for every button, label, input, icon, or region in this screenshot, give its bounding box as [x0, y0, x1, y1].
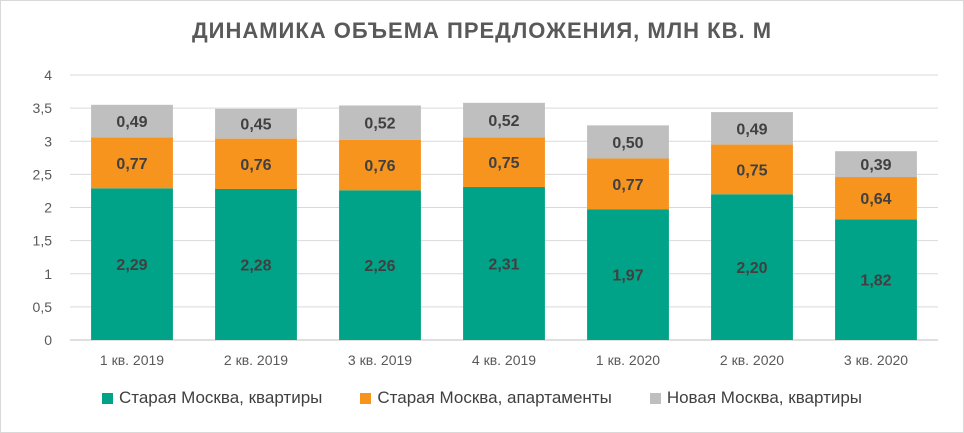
legend-label: Старая Москва, квартиры	[118, 388, 323, 407]
bar-segment	[463, 102, 545, 138]
legend-swatch	[649, 392, 661, 404]
data-label: 0,52	[488, 113, 519, 130]
data-label: 0,49	[116, 114, 147, 131]
x-tick-label: 2 кв. 2020	[720, 352, 784, 368]
x-tick-label: 2 кв. 2019	[224, 352, 288, 368]
x-tick-label: 1 кв. 2020	[596, 352, 660, 368]
data-label: 0,39	[860, 157, 891, 174]
bar-segment	[835, 151, 917, 178]
bar-segment	[711, 144, 793, 195]
bar-segment	[587, 125, 669, 159]
legend-swatch	[101, 392, 113, 404]
legend-swatch	[360, 392, 372, 404]
y-tick-label: 1	[44, 266, 52, 282]
y-tick-label: 1,5	[33, 233, 53, 249]
legend-item: Старая Москва, апартаменты	[360, 388, 612, 408]
x-tick-label: 4 кв. 2019	[472, 352, 536, 368]
bar-segment	[835, 177, 917, 220]
bar-segment	[463, 186, 545, 340]
y-tick-label: 2	[44, 200, 52, 216]
bar-segment	[463, 137, 545, 187]
data-label: 1,82	[860, 273, 891, 290]
y-tick-label: 3	[44, 133, 52, 149]
x-tick-label: 3 кв. 2019	[348, 352, 412, 368]
data-label: 0,64	[860, 191, 891, 208]
legend: Старая Москва, квартиры Старая Москва, ап…	[0, 388, 964, 408]
x-tick-label: 1 кв. 2019	[100, 352, 164, 368]
bar-segment	[215, 138, 297, 189]
data-label: 2,28	[240, 257, 271, 274]
bars	[91, 102, 917, 340]
legend-label: Новая Москва, квартиры	[666, 388, 863, 407]
bar-segment	[215, 188, 297, 340]
data-label: 2,26	[364, 258, 395, 275]
y-axis-ticks: 0 0,5 1 1,5 2 2,5 3 3,5 4	[33, 67, 53, 348]
bar-segment	[711, 112, 793, 145]
data-label: 0,75	[488, 155, 519, 172]
bar-segment	[91, 104, 173, 138]
data-label: 0,77	[612, 177, 643, 194]
y-tick-label: 4	[44, 67, 52, 83]
bar-segment	[91, 188, 173, 340]
bar-segment	[91, 137, 173, 189]
data-labels: 2,29 0,77 0,49 2,28 0,76 0,45 2,26 0,76 0,52 2,31…	[116, 113, 891, 290]
x-tick-label: 3 кв. 2020	[844, 352, 908, 368]
data-label: 0,76	[364, 158, 395, 175]
bar-segment	[339, 139, 421, 191]
data-label: 0,76	[240, 157, 271, 174]
bar-segment	[587, 158, 669, 210]
data-label: 0,75	[736, 162, 767, 179]
legend-item: Старая Москва, квартиры	[101, 388, 323, 408]
data-label: 2,20	[736, 260, 767, 277]
chart-title: ДИНАМИКА ОБЪЕМА ПРЕДЛОЖЕНИЯ, МЛН КВ. М	[191, 18, 773, 43]
data-label: 0,49	[736, 121, 767, 138]
y-tick-label: 3,5	[33, 100, 53, 116]
bar-segment	[587, 209, 669, 340]
bar-segment	[339, 105, 421, 140]
bar-segment	[215, 108, 297, 139]
data-label: 2,29	[116, 257, 147, 274]
legend-item: Новая Москва, квартиры	[649, 388, 863, 408]
data-label: 0,52	[364, 116, 395, 133]
y-tick-label: 0,5	[33, 299, 53, 315]
y-tick-label: 2,5	[33, 166, 53, 182]
bar-segment	[339, 190, 421, 340]
data-label: 0,50	[612, 135, 643, 152]
data-label: 0,77	[116, 156, 147, 173]
data-label: 0,45	[240, 117, 271, 134]
data-label: 2,31	[488, 256, 519, 273]
x-axis-ticks: 1 кв. 2019 2 кв. 2019 3 кв. 2019 4 кв. 2019…	[100, 352, 908, 368]
plot-area: 0 0,5 1 1,5 2 2,5 3 3,5 4 2,29 0,77 0,49 2,28 0,76 0,…	[33, 67, 938, 368]
bar-segment	[711, 194, 793, 340]
data-label: 1,97	[612, 268, 643, 285]
y-tick-label: 0	[44, 332, 52, 348]
bar-segment	[835, 219, 917, 340]
legend-label: Старая Москва, апартаменты	[377, 388, 612, 407]
